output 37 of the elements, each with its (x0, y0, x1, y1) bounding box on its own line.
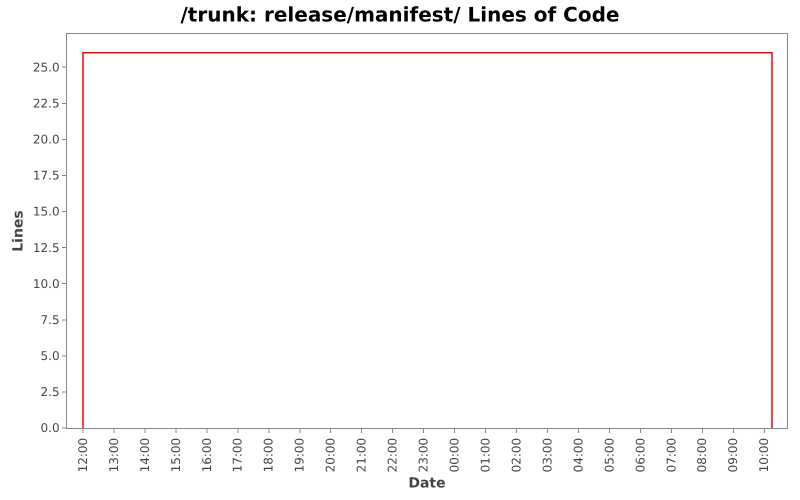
x-tick-label: 05:00 (602, 438, 616, 472)
y-tick-label: 17.5 (32, 168, 60, 183)
x-tick-label: 13:00 (106, 438, 121, 472)
x-tick-label: 08:00 (695, 438, 710, 472)
x-tick-label: 04:00 (571, 438, 586, 472)
x-tick-label: 22:00 (386, 438, 400, 472)
y-tick-label: 2.5 (40, 385, 60, 400)
y-tick-label: 12.5 (32, 240, 60, 255)
x-tick-label: 10:00 (757, 438, 772, 472)
y-tick-label: 5.0 (40, 349, 60, 364)
x-tick-label: 03:00 (540, 438, 554, 472)
x-tick-label: 23:00 (416, 438, 431, 472)
x-tick-label: 09:00 (726, 438, 740, 472)
x-tick-label: 20:00 (324, 438, 338, 472)
x-tick-label: 21:00 (354, 438, 369, 472)
y-tick-label: 22.5 (32, 96, 60, 110)
x-tick-label: 07:00 (664, 438, 678, 472)
x-tick-label: 01:00 (478, 438, 492, 472)
x-tick-label: 17:00 (230, 438, 245, 472)
y-tick-label: 0.0 (40, 421, 60, 436)
y-tick-label: 20.0 (32, 132, 60, 147)
x-tick-label: 15:00 (168, 438, 183, 472)
chart-title: /trunk: release/manifest/ Lines of Code (180, 2, 620, 26)
x-tick-label: 12:00 (76, 438, 90, 472)
x-axis-title: Date (408, 476, 446, 492)
x-tick-label: 02:00 (509, 438, 524, 472)
x-tick-label: 00:00 (448, 438, 462, 472)
y-tick-label: 10.0 (32, 276, 60, 291)
x-tick-label: 16:00 (200, 438, 214, 472)
y-tick-label: 15.0 (32, 204, 60, 219)
y-tick-label: 7.5 (40, 312, 60, 327)
y-axis-title: Lines (10, 210, 26, 252)
y-tick-label: 25.0 (32, 60, 60, 74)
x-tick-label: 19:00 (292, 438, 307, 472)
x-tick-label: 18:00 (262, 438, 276, 472)
x-tick-label: 06:00 (633, 438, 648, 472)
x-tick-label: 14:00 (138, 438, 152, 472)
